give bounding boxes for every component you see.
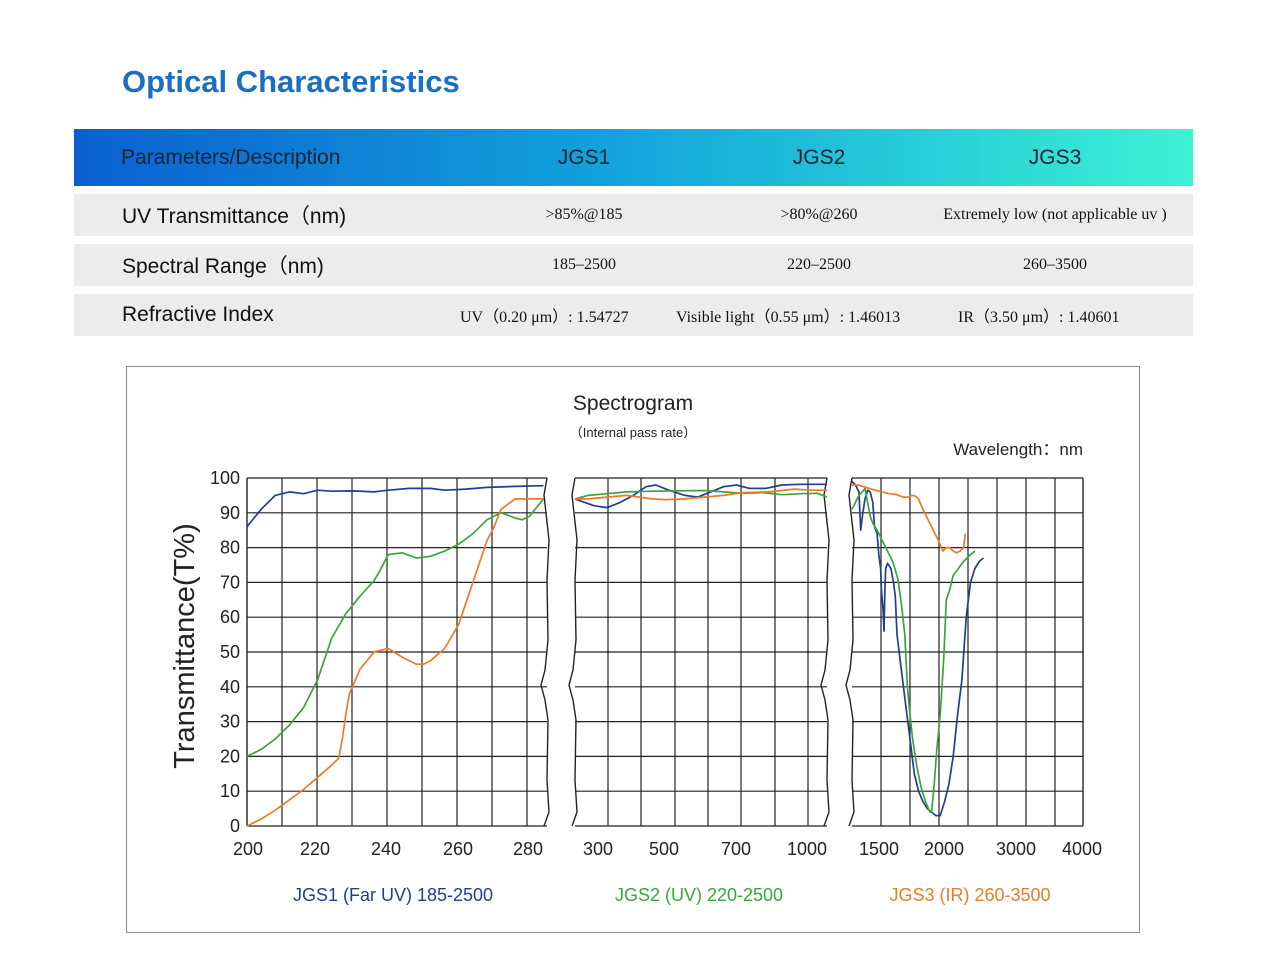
wavelength-unit-label: Wavelength：nm: [953, 440, 1083, 459]
series-line-jgs1: [246, 484, 544, 528]
series-line-jgs1: [851, 480, 985, 817]
panel-border-break: [540, 477, 550, 827]
table-row: Spectral Range（nm) 185–2500 220–2500 260…: [74, 244, 1193, 286]
panel-caption: JGS2 (UV) 220-2500: [615, 885, 783, 905]
header-jgs1: JGS1: [557, 145, 611, 169]
x-tick-label: 700: [721, 839, 751, 859]
x-tick-label: 3000: [996, 839, 1036, 859]
x-tick-label: 220: [300, 839, 330, 859]
header-jgs2: JGS2: [792, 145, 846, 169]
cell-jgs2: Visible light（0.55 μm）: 1.46013: [676, 309, 901, 326]
cell-jgs1: 185–2500: [552, 256, 616, 273]
panel-caption: JGS1 (Far UV) 185-2500: [293, 885, 493, 905]
series-line-jgs2: [246, 498, 545, 758]
header-jgs3: JGS3: [1028, 145, 1082, 169]
table-header-row: Parameters/Description JGS1 JGS2 JGS3: [74, 129, 1193, 186]
chart-subtitle: （Internal pass rate）: [570, 425, 696, 440]
series-line-jgs3: [852, 484, 967, 554]
cell-jgs3: Extremely low (not applicable uv ): [943, 206, 1167, 223]
cell-jgs3: IR（3.50 μm）: 1.40601: [958, 309, 1120, 326]
cell-jgs3: 260–3500: [1023, 256, 1087, 273]
cell-jgs2: 220–2500: [787, 256, 851, 273]
y-tick-label: 90: [220, 503, 240, 523]
x-tick-label: 240: [371, 839, 401, 859]
x-tick-label: 4000: [1062, 839, 1102, 859]
x-tick-label: 280: [513, 839, 543, 859]
y-tick-label: 70: [220, 572, 240, 592]
y-tick-label: 30: [220, 712, 240, 732]
table-row: UV Transmittance（nm) >85%@185 >80%@260 E…: [74, 194, 1193, 236]
chart-title: Spectrogram: [573, 392, 693, 415]
panel-border-break: [820, 477, 830, 827]
y-tick-label: 80: [220, 538, 240, 558]
series-line-jgs2: [574, 489, 828, 500]
y-tick-label: 10: [220, 781, 240, 801]
x-tick-label: 500: [649, 839, 679, 859]
series-line-jgs1: [574, 483, 827, 509]
series-line-jgs2: [851, 487, 976, 813]
panel-border-break: [845, 477, 855, 827]
panel-border-break: [568, 477, 578, 827]
cell-jgs1: >85%@185: [545, 206, 623, 223]
x-tick-label: 300: [583, 839, 613, 859]
y-tick-label: 60: [220, 607, 240, 627]
y-tick-label: 50: [220, 642, 240, 662]
panel-caption: JGS3 (IR) 260-3500: [889, 885, 1050, 905]
header-parameters: Parameters/Description: [121, 145, 341, 169]
x-tick-label: 2000: [924, 839, 964, 859]
y-tick-label: 0: [230, 816, 240, 836]
x-tick-label: 1000: [787, 839, 827, 859]
x-tick-label: 200: [233, 839, 263, 859]
table-row: Refractive Index UV（0.20 μm）: 1.54727 Vi…: [74, 294, 1193, 336]
cell-jgs1: UV（0.20 μm）: 1.54727: [460, 309, 629, 326]
series-line-jgs3: [575, 488, 827, 501]
y-axis-label: Transmittance(T%): [169, 523, 201, 768]
series-line-jgs3: [246, 498, 544, 827]
spec-table: Parameters/Description JGS1 JGS2 JGS3 UV…: [74, 129, 1193, 336]
cell-jgs2: >80%@260: [780, 206, 858, 223]
page-title: Optical Characteristics: [122, 64, 460, 99]
row-label: Spectral Range（nm): [122, 255, 324, 278]
y-tick-label: 20: [220, 746, 240, 766]
row-label: UV Transmittance（nm): [122, 205, 347, 228]
x-tick-label: 260: [443, 839, 473, 859]
y-tick-label: 100: [210, 468, 240, 488]
spectrogram-frame: [126, 366, 1140, 933]
x-tick-label: 1500: [859, 839, 899, 859]
y-tick-label: 40: [220, 677, 240, 697]
row-label: Refractive Index: [122, 303, 274, 326]
